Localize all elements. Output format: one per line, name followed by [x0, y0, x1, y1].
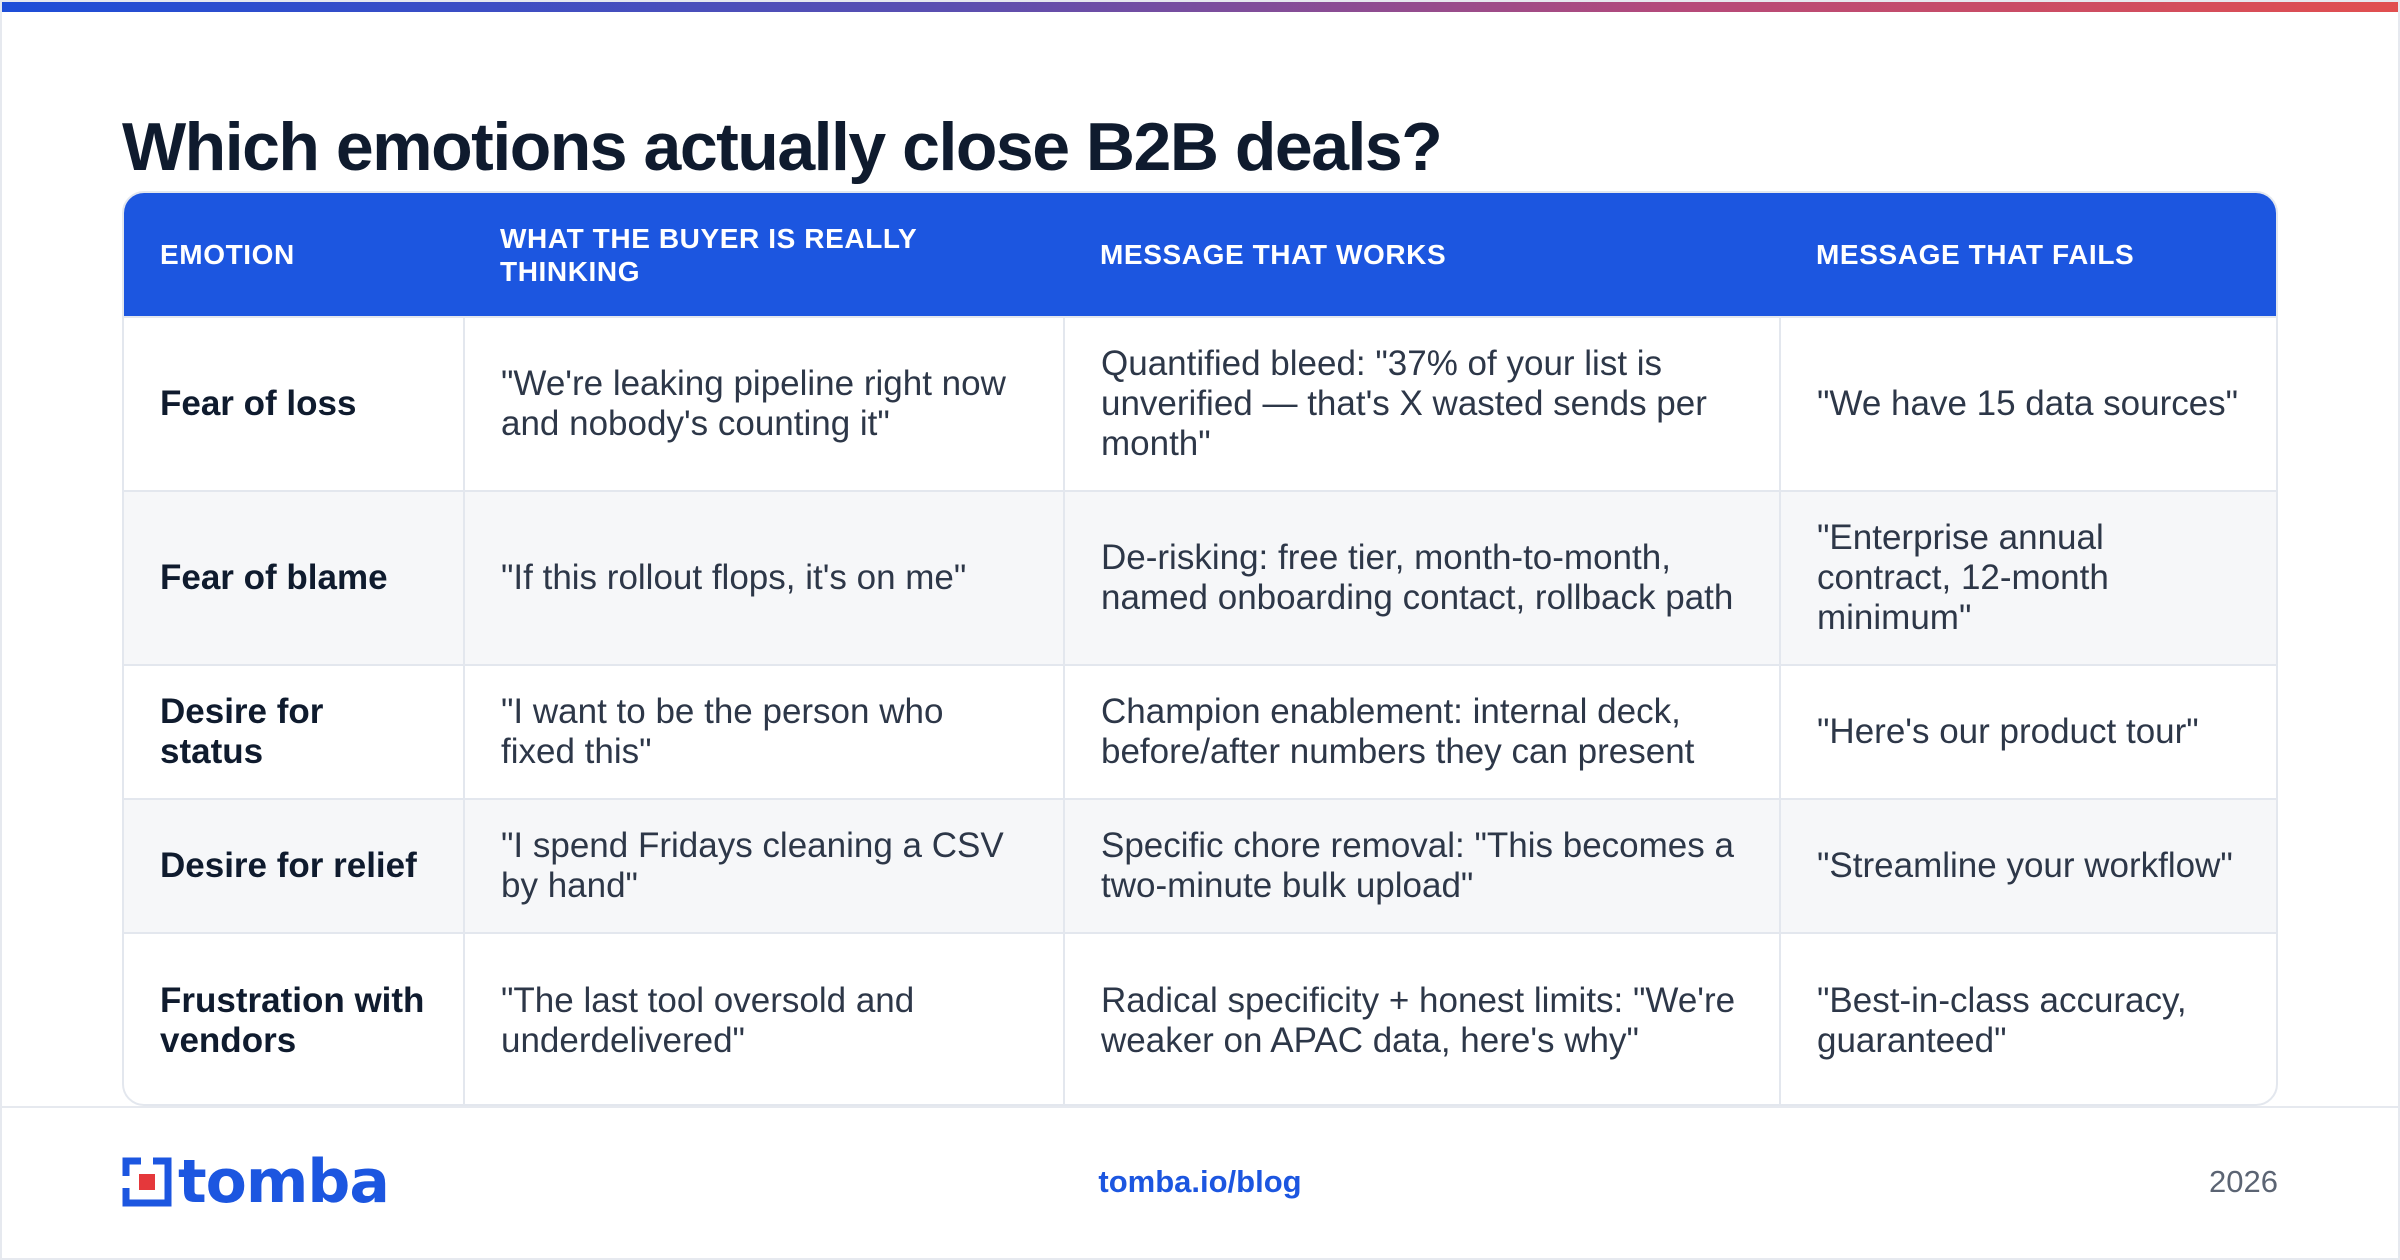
- thinking-cell: "The last tool oversold and underdeliver…: [464, 932, 1065, 1104]
- thinking-cell: "I spend Fridays cleaning a CSV by hand": [464, 798, 1065, 933]
- footer-year: 2026: [2209, 1164, 2278, 1199]
- fails-cell: "Streamline your workflow": [1780, 798, 2276, 933]
- table-row: Desire for status "I want to be the pers…: [124, 664, 2276, 799]
- thinking-cell: "We're leaking pipeline right now and no…: [464, 316, 1065, 491]
- fails-cell: "Best-in-class accuracy, guaranteed": [1780, 932, 2276, 1104]
- emotion-cell: Desire for status: [124, 664, 465, 799]
- works-cell: Specific chore removal: "This becomes a …: [1064, 798, 1781, 933]
- fails-cell: "Here's our product tour": [1780, 664, 2276, 799]
- works-cell: Quantified bleed: "37% of your list is u…: [1064, 316, 1781, 491]
- footer-divider: [0, 1106, 2400, 1108]
- emotion-cell: Frustration with vendors: [124, 932, 465, 1104]
- works-cell: De-risking: free tier, month-to-month, n…: [1064, 490, 1781, 665]
- works-cell: Radical specificity + honest limits: "We…: [1064, 932, 1781, 1104]
- page-title: Which emotions actually close B2B deals?: [122, 109, 1443, 185]
- fails-cell: "We have 15 data sources": [1780, 316, 2276, 491]
- table-row: Frustration with vendors "The last tool …: [124, 932, 2276, 1104]
- emotions-table: EMOTION WHAT THE BUYER IS REALLY THINKIN…: [122, 191, 2278, 1106]
- table-header-row: EMOTION WHAT THE BUYER IS REALLY THINKIN…: [124, 193, 2276, 317]
- table-row: Fear of blame "If this rollout flops, it…: [124, 490, 2276, 665]
- emotion-cell: Desire for relief: [124, 798, 465, 933]
- table-row: Fear of loss "We're leaking pipeline rig…: [124, 316, 2276, 491]
- thinking-cell: "If this rollout flops, it's on me": [464, 490, 1065, 665]
- column-header-fails: MESSAGE THAT FAILS: [1780, 193, 2276, 317]
- top-accent-bar: [0, 0, 2400, 12]
- works-cell: Champion enablement: internal deck, befo…: [1064, 664, 1781, 799]
- logo-wordmark: tomba: [178, 1147, 390, 1217]
- column-header-emotion: EMOTION: [124, 193, 464, 317]
- thinking-cell: "I want to be the person who fixed this": [464, 664, 1065, 799]
- column-header-thinking: WHAT THE BUYER IS REALLY THINKING: [464, 193, 1064, 317]
- emotion-cell: Fear of blame: [124, 490, 465, 665]
- blog-link[interactable]: tomba.io/blog: [1098, 1164, 1302, 1199]
- emotion-cell: Fear of loss: [124, 316, 465, 491]
- table-row: Desire for relief "I spend Fridays clean…: [124, 798, 2276, 933]
- fails-cell: "Enterprise annual contract, 12-month mi…: [1780, 490, 2276, 665]
- tomba-logo[interactable]: tomba: [122, 1147, 390, 1217]
- tomba-logo-mark-icon: [122, 1157, 172, 1207]
- column-header-works: MESSAGE THAT WORKS: [1064, 193, 1780, 317]
